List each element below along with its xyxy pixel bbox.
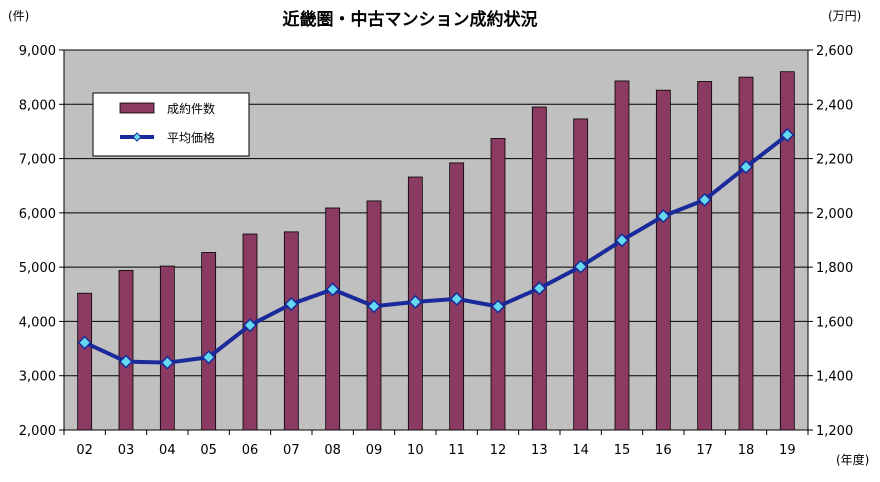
bar	[697, 81, 713, 431]
x-tick-label: 15	[614, 443, 631, 458]
bar	[779, 71, 795, 431]
bar	[573, 118, 589, 431]
legend-line-marker	[132, 132, 142, 142]
y-right-tick-label: 2,200	[816, 153, 853, 168]
line-marker	[118, 354, 134, 369]
x-unit: (年度)	[836, 452, 869, 467]
x-tick-label: 05	[200, 443, 217, 458]
line-marker	[408, 294, 423, 309]
line-marker	[614, 233, 630, 248]
line-marker	[284, 296, 299, 312]
line-marker	[242, 318, 258, 333]
line-marker	[697, 192, 712, 207]
x-tick-label: 04	[159, 443, 176, 458]
y-left-unit: (件)	[8, 9, 29, 23]
x-tick-label: 10	[407, 443, 424, 458]
y-right-tick-label: 1,600	[816, 315, 853, 330]
x-tick-label: 02	[76, 443, 93, 458]
x-tick-label: 19	[779, 443, 796, 458]
y-left-tick-label: 3,000	[19, 370, 56, 385]
x-tick-label: 17	[696, 443, 713, 458]
bar	[77, 292, 93, 431]
bar	[201, 252, 217, 431]
plot-area: 2,000 1,200 3,000 1,400 4,000 1,600 5,000 1,800…	[19, 44, 853, 458]
x-tick-label: 13	[531, 443, 548, 458]
bar	[366, 200, 382, 431]
line-marker	[656, 209, 671, 224]
line-marker	[449, 291, 464, 306]
y-left-tick-label: 9,000	[19, 44, 56, 59]
y-right-tick-label: 1,200	[816, 424, 853, 439]
y-right-unit: (万円)	[828, 9, 861, 23]
bar	[325, 207, 341, 431]
line-marker	[160, 355, 175, 370]
x-tick-label: 16	[655, 443, 672, 458]
x-tick-label: 18	[738, 443, 755, 458]
y-right-tick-label: 2,400	[816, 98, 853, 113]
y-left-tick-label: 4,000	[19, 315, 56, 330]
line-marker	[532, 281, 547, 296]
bar	[531, 106, 547, 431]
line-series	[83, 133, 789, 365]
x-tick-label: 09	[366, 443, 383, 458]
line-marker	[325, 282, 340, 297]
line-marker	[366, 299, 382, 314]
y-left-tick-label: 6,000	[19, 207, 56, 222]
x-tick-label: 14	[572, 443, 589, 458]
bar	[283, 231, 299, 431]
x-tick-label: 12	[490, 443, 507, 458]
x-tick-label: 07	[283, 443, 300, 458]
line-marker	[490, 299, 506, 314]
line-marker	[780, 127, 795, 143]
legend-box	[92, 92, 250, 157]
y-right-tick-label: 2,600	[816, 44, 853, 59]
legend-label-line: 平均価格	[167, 130, 215, 145]
x-tick-label: 11	[448, 443, 465, 458]
y-left-tick-label: 2,000	[19, 424, 56, 439]
line-marker	[738, 159, 754, 175]
line-marker	[201, 350, 216, 365]
y-left-tick-label: 5,000	[19, 261, 56, 276]
legend-bar-swatch	[119, 102, 155, 114]
bar	[159, 265, 175, 431]
bar	[118, 269, 134, 431]
y-right-tick-label: 1,800	[816, 261, 853, 276]
y-left-tick-label: 8,000	[19, 98, 56, 113]
x-tick-label: 08	[324, 443, 341, 458]
x-tick-label: 03	[118, 443, 135, 458]
bar	[738, 76, 754, 431]
legend-label-bars: 成約件数	[167, 101, 215, 116]
line-marker	[573, 259, 588, 274]
y-right-tick-label: 1,400	[816, 370, 853, 385]
chart-title: 近畿圏・中古マンション成約状況	[283, 9, 538, 30]
y-left-tick-label: 7,000	[19, 153, 56, 168]
bar	[655, 89, 671, 431]
bar	[614, 80, 630, 431]
y-right-tick-label: 2,000	[816, 207, 853, 222]
line-marker	[77, 335, 92, 350]
bar	[490, 138, 506, 431]
x-tick-label: 06	[242, 443, 259, 458]
